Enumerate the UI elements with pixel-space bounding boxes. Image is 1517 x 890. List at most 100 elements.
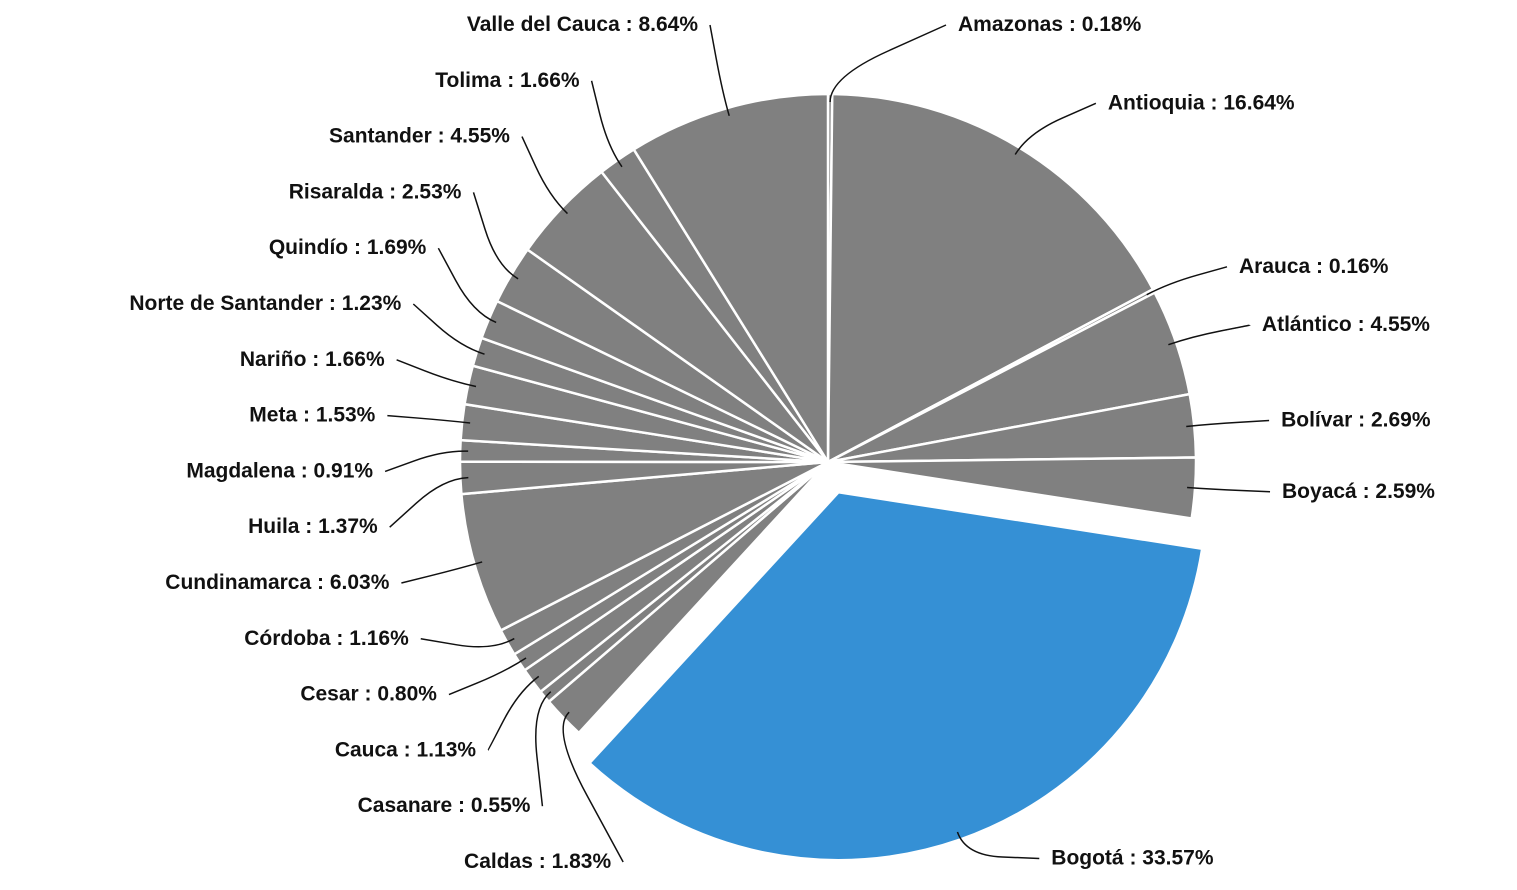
label-name: Meta — [249, 403, 297, 426]
slice — [587, 490, 1204, 862]
label-value: 0.80% — [377, 682, 437, 705]
label-value: 1.13% — [417, 738, 477, 761]
label-sep: : — [1352, 408, 1371, 431]
label-name: Quindío — [269, 236, 348, 259]
label-name: Casanare — [358, 794, 453, 817]
data-label: Norte de Santander : 1.23% — [129, 292, 401, 315]
label-sep: : — [398, 738, 417, 761]
label-sep: : — [1063, 13, 1082, 36]
label-sep: : — [331, 626, 350, 649]
data-label: Atlántico : 4.55% — [1262, 313, 1430, 336]
label-value: 1.37% — [318, 515, 378, 538]
leader-line — [1186, 419, 1270, 428]
label-sep: : — [311, 571, 330, 594]
label-name: Risaralda — [289, 180, 384, 203]
label-sep: : — [348, 236, 367, 259]
label-name: Bolívar — [1281, 408, 1352, 431]
data-label: Caldas : 1.83% — [464, 850, 611, 873]
label-name: Norte de Santander — [129, 292, 323, 315]
label-name: Magdalena — [186, 459, 295, 482]
data-label: Tolima : 1.66% — [435, 68, 580, 91]
label-name: Cauca — [335, 738, 398, 761]
label-value: 0.91% — [314, 459, 374, 482]
leader-line — [1146, 266, 1228, 296]
leader-line — [1187, 486, 1271, 493]
label-sep: : — [1124, 846, 1143, 869]
leader-line — [521, 136, 568, 215]
label-value: 8.64% — [638, 13, 698, 36]
label-value: 2.59% — [1375, 479, 1435, 502]
label-sep: : — [297, 403, 316, 426]
label-value: 2.53% — [402, 180, 462, 203]
label-name: Nariño — [240, 347, 307, 370]
leader-line — [535, 691, 552, 807]
label-name: Cundinamarca — [165, 571, 311, 594]
leader-line — [562, 711, 624, 863]
label-name: Valle del Cauca — [467, 13, 620, 36]
label-value: 1.53% — [316, 403, 376, 426]
label-value: 0.55% — [471, 794, 531, 817]
label-value: 16.64% — [1223, 91, 1295, 114]
data-label: Huila : 1.37% — [248, 515, 378, 538]
label-name: Caldas — [464, 850, 533, 873]
leader-line — [1014, 102, 1097, 155]
label-sep: : — [1352, 313, 1371, 336]
data-label: Cauca : 1.13% — [335, 738, 477, 761]
label-value: 4.55% — [1370, 313, 1430, 336]
label-name: Santander — [329, 124, 432, 147]
label-name: Antioquia — [1108, 91, 1205, 114]
leader-line — [1168, 324, 1251, 346]
data-label: Nariño : 1.66% — [240, 347, 385, 370]
data-label: Arauca : 0.16% — [1239, 254, 1389, 277]
label-value: 1.23% — [342, 292, 402, 315]
label-value: 0.18% — [1082, 13, 1142, 36]
label-value: 6.03% — [330, 571, 390, 594]
leader-line — [472, 192, 519, 280]
label-value: 4.55% — [450, 124, 510, 147]
leader-line — [384, 450, 469, 473]
label-name: Atlántico — [1262, 313, 1352, 336]
data-label: Boyacá : 2.59% — [1282, 479, 1435, 502]
label-sep: : — [1310, 254, 1329, 277]
data-label: Meta : 1.53% — [249, 403, 375, 426]
label-name: Boyacá — [1282, 479, 1357, 502]
data-label: Bolívar : 2.69% — [1281, 408, 1431, 431]
leader-line — [590, 80, 623, 168]
label-value: 2.69% — [1371, 408, 1431, 431]
label-name: Arauca — [1239, 254, 1311, 277]
label-value: 0.16% — [1329, 254, 1389, 277]
leader-line — [487, 675, 540, 751]
leader-line — [420, 637, 515, 648]
label-sep: : — [299, 515, 318, 538]
label-value: 1.66% — [325, 347, 385, 370]
label-sep: : — [620, 13, 639, 36]
data-label: Amazonas : 0.18% — [958, 13, 1142, 36]
label-name: Huila — [248, 515, 300, 538]
label-value: 1.66% — [520, 68, 580, 91]
leader-line — [389, 476, 469, 528]
label-sep: : — [1357, 479, 1376, 502]
leader-line — [709, 24, 730, 117]
data-label: Risaralda : 2.53% — [289, 180, 462, 203]
data-label: Magdalena : 0.91% — [186, 459, 373, 482]
label-name: Cesar — [300, 682, 358, 705]
label-name: Bogotá — [1051, 846, 1124, 869]
label-name: Amazonas — [958, 13, 1063, 36]
data-label: Bogotá : 33.57% — [1051, 846, 1214, 869]
label-name: Córdoba — [244, 626, 331, 649]
label-sep: : — [383, 180, 402, 203]
label-value: 1.16% — [349, 626, 409, 649]
leader-line — [401, 561, 483, 584]
data-label: Cesar : 0.80% — [300, 682, 437, 705]
label-sep: : — [306, 347, 325, 370]
leader-line — [956, 831, 1040, 860]
leader-line — [412, 303, 485, 355]
leader-line — [387, 414, 471, 424]
label-sep: : — [501, 68, 520, 91]
data-label: Valle del Cauca : 8.64% — [467, 13, 698, 36]
label-sep: : — [295, 459, 314, 482]
label-sep: : — [432, 124, 451, 147]
data-label: Quindío : 1.69% — [269, 236, 427, 259]
data-label: Santander : 4.55% — [329, 124, 510, 147]
label-value: 1.69% — [367, 236, 427, 259]
